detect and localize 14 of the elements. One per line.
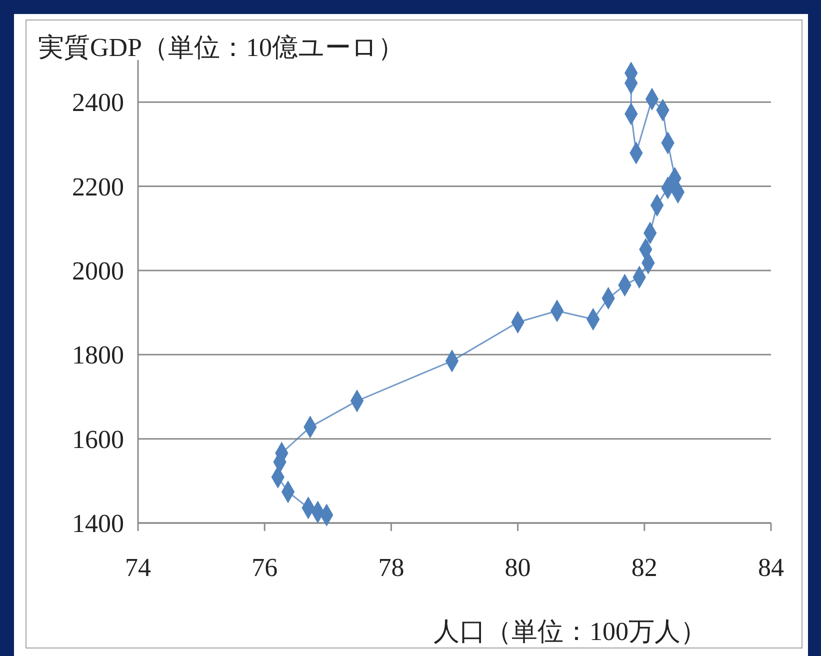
y-tick-label: 2000	[72, 256, 124, 286]
y-tick-label: 2400	[72, 88, 124, 118]
y-tick-label: 2200	[72, 172, 124, 202]
x-tick-label: 74	[125, 553, 151, 582]
y-tick-label: 1400	[72, 509, 124, 538]
x-tick-label: 80	[504, 553, 531, 582]
x-tick-label: 82	[631, 553, 658, 582]
x-tick-label: 84	[758, 553, 784, 582]
y-tick-label: 1800	[72, 340, 124, 370]
x-axis-title: 人口（単位：100万人）	[434, 617, 706, 646]
chart-title: 実質GDP（単位：10億ユーロ）	[38, 33, 404, 62]
x-tick-label: 76	[252, 553, 278, 582]
x-tick-label: 78	[378, 553, 404, 582]
y-tick-label: 1600	[72, 424, 124, 454]
